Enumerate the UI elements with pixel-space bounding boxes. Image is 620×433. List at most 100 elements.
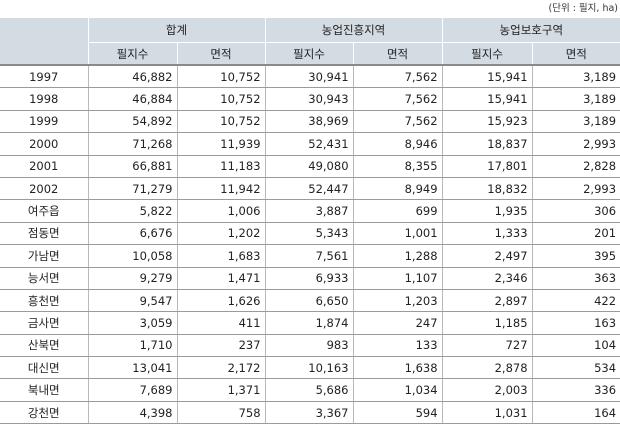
- parcel-count-cell: 1,031: [442, 401, 533, 425]
- parcel-count-cell: 46,884: [88, 87, 178, 111]
- subheader-area: 면적: [532, 42, 620, 65]
- table-row: 대신면 13,041 2,172 10,163 1,638 2,878 534: [0, 356, 620, 380]
- area-cell: 2,172: [177, 356, 266, 380]
- area-cell: 2,993: [532, 132, 620, 156]
- area-cell: 2,993: [532, 177, 620, 201]
- parcel-count-cell: 6,676: [88, 222, 178, 246]
- parcel-count-cell: 13,041: [88, 356, 178, 380]
- row-label: 금사면: [0, 311, 89, 335]
- parcel-count-cell: 9,279: [88, 267, 178, 290]
- area-cell: 3,189: [532, 65, 620, 89]
- parcel-count-cell: 49,080: [265, 155, 354, 178]
- parcel-count-cell: 1,935: [442, 199, 533, 223]
- area-cell: 363: [532, 267, 620, 290]
- area-cell: 7,562: [353, 65, 443, 89]
- parcel-count-cell: 18,837: [442, 132, 533, 156]
- table-row: 2000 71,268 11,939 52,431 8,946 18,837 2,993: [0, 132, 620, 156]
- table-row: 1999 54,892 10,752 38,969 7,562 15,923 3,189: [0, 110, 620, 134]
- area-cell: 164: [532, 401, 620, 425]
- parcel-count-cell: 52,431: [265, 132, 354, 156]
- area-cell: 1,288: [353, 244, 443, 268]
- subheader-parcels: 필지수: [88, 42, 178, 65]
- area-cell: 758: [177, 401, 266, 425]
- row-label: 2000: [0, 132, 89, 156]
- group-header-promotion: 농업진흥지역: [265, 18, 443, 43]
- area-cell: 1,203: [353, 289, 443, 313]
- parcel-count-cell: 9,547: [88, 289, 178, 313]
- parcel-count-cell: 18,832: [442, 177, 533, 201]
- area-cell: 411: [177, 311, 266, 335]
- unit-note: (단위 : 필지, ha): [548, 3, 619, 14]
- area-cell: 1,683: [177, 244, 266, 268]
- area-cell: 422: [532, 289, 620, 313]
- parcel-count-cell: 983: [265, 334, 354, 358]
- area-cell: 11,939: [177, 132, 266, 156]
- parcel-count-cell: 46,882: [88, 65, 178, 89]
- area-cell: 133: [353, 334, 443, 358]
- table-row: 2001 66,881 11,183 49,080 8,355 17,801 2,828: [0, 155, 620, 178]
- area-cell: 11,942: [177, 177, 266, 201]
- subheader-area: 면적: [177, 42, 266, 65]
- table-row: 능서면 9,279 1,471 6,933 1,107 2,346 363: [0, 267, 620, 290]
- parcel-count-cell: 10,163: [265, 356, 354, 380]
- parcel-count-cell: 4,398: [88, 401, 178, 425]
- area-cell: 10,752: [177, 65, 266, 89]
- area-cell: 534: [532, 356, 620, 380]
- table-row: 가남면 10,058 1,683 7,561 1,288 2,497 395: [0, 244, 620, 268]
- parcel-count-cell: 1,185: [442, 311, 533, 335]
- row-label: 흥천면: [0, 289, 89, 313]
- parcel-count-cell: 2,346: [442, 267, 533, 290]
- area-cell: 201: [532, 222, 620, 246]
- group-header-protection: 농업보호구역: [442, 18, 620, 43]
- parcel-count-cell: 2,878: [442, 356, 533, 380]
- area-cell: 1,006: [177, 199, 266, 223]
- area-cell: 395: [532, 244, 620, 268]
- row-label: 북내면: [0, 378, 89, 402]
- area-cell: 1,034: [353, 378, 443, 402]
- table-row: 2002 71,279 11,942 52,447 8,949 18,832 2,993: [0, 177, 620, 201]
- area-cell: 1,638: [353, 356, 443, 380]
- table-row: 점동면 6,676 1,202 5,343 1,001 1,333 201: [0, 222, 620, 246]
- area-cell: 1,371: [177, 378, 266, 402]
- parcel-count-cell: 52,447: [265, 177, 354, 201]
- row-label: 1998: [0, 87, 89, 111]
- parcel-count-cell: 10,058: [88, 244, 178, 268]
- table-row: 1998 46,884 10,752 30,943 7,562 15,941 3,189: [0, 87, 620, 111]
- area-cell: 7,562: [353, 87, 443, 111]
- parcel-count-cell: 3,887: [265, 199, 354, 223]
- area-cell: 10,752: [177, 87, 266, 111]
- table-row: 산북면 1,710 237 983 133 727 104: [0, 334, 620, 358]
- parcel-count-cell: 5,343: [265, 222, 354, 246]
- parcel-count-cell: 2,897: [442, 289, 533, 313]
- row-label: 1997: [0, 65, 89, 89]
- parcel-count-cell: 5,822: [88, 199, 178, 223]
- parcel-count-cell: 5,686: [265, 378, 354, 402]
- row-label: 강천면: [0, 401, 89, 425]
- area-cell: 1,471: [177, 267, 266, 290]
- area-cell: 336: [532, 378, 620, 402]
- area-cell: 594: [353, 401, 443, 425]
- subheader-parcels: 필지수: [265, 42, 354, 65]
- table-row: 흥천면 9,547 1,626 6,650 1,203 2,897 422: [0, 289, 620, 313]
- parcel-count-cell: 66,881: [88, 155, 178, 178]
- area-cell: 3,189: [532, 110, 620, 134]
- subheader-area: 면적: [353, 42, 443, 65]
- area-cell: 8,355: [353, 155, 443, 178]
- row-label: 2001: [0, 155, 89, 178]
- area-cell: 163: [532, 311, 620, 335]
- parcel-count-cell: 1,333: [442, 222, 533, 246]
- area-cell: 1,001: [353, 222, 443, 246]
- row-label: 여주읍: [0, 199, 89, 223]
- parcel-count-cell: 30,941: [265, 65, 354, 89]
- area-cell: 237: [177, 334, 266, 358]
- table-row: 1997 46,882 10,752 30,941 7,562 15,941 3,189: [0, 65, 620, 89]
- parcel-count-cell: 6,933: [265, 267, 354, 290]
- area-cell: 8,946: [353, 132, 443, 156]
- parcel-count-cell: 15,923: [442, 110, 533, 134]
- row-label: 능서면: [0, 267, 89, 290]
- parcel-count-cell: 15,941: [442, 65, 533, 89]
- area-cell: 7,562: [353, 110, 443, 134]
- row-label: 대신면: [0, 356, 89, 380]
- table-row: 북내면 7,689 1,371 5,686 1,034 2,003 336: [0, 378, 620, 402]
- area-cell: 247: [353, 311, 443, 335]
